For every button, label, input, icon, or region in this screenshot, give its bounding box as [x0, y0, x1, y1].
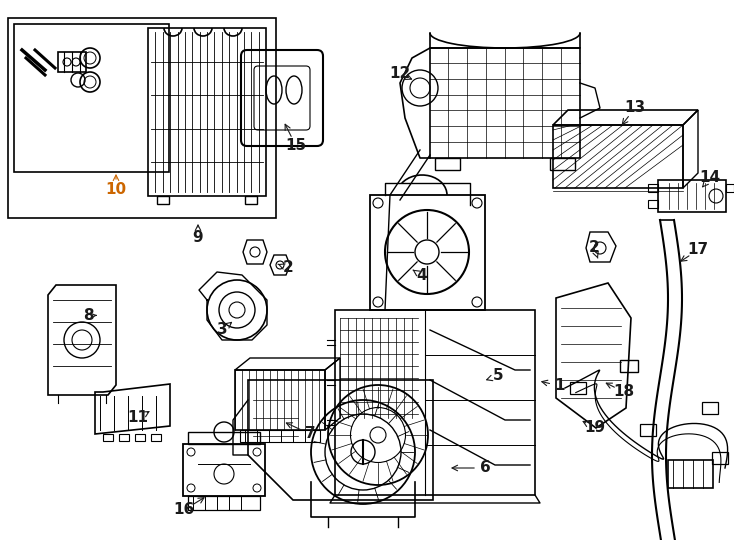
Text: 17: 17 [688, 242, 708, 258]
Bar [240, 430, 320, 442]
Bar [570, 382, 586, 394]
Bar [245, 196, 257, 204]
Bar [14, 24, 169, 172]
Text: 13: 13 [625, 100, 646, 116]
Bar [183, 444, 265, 496]
Text: 16: 16 [173, 503, 195, 517]
Text: 12: 12 [389, 66, 410, 82]
Bar [188, 496, 260, 510]
Bar [712, 452, 728, 464]
Bar [370, 195, 485, 310]
Text: 18: 18 [614, 384, 635, 400]
Text: 6: 6 [479, 461, 490, 476]
Bar [726, 184, 734, 192]
Bar [668, 460, 713, 488]
Text: 19: 19 [584, 421, 606, 435]
Text: 10: 10 [106, 183, 126, 198]
Bar [430, 48, 580, 158]
Text: 4: 4 [417, 268, 427, 284]
Text: 11: 11 [128, 410, 148, 426]
Bar [435, 158, 460, 170]
Bar [151, 434, 161, 441]
Bar [119, 434, 129, 441]
Bar [188, 432, 260, 444]
Text: 9: 9 [193, 231, 203, 246]
Bar [702, 402, 718, 414]
Bar [640, 424, 656, 436]
Bar [103, 434, 113, 441]
Bar [148, 28, 266, 196]
Bar [8, 18, 276, 218]
Text: 3: 3 [217, 322, 228, 338]
Bar [648, 200, 658, 208]
Bar [648, 184, 658, 192]
Bar [157, 196, 169, 204]
Bar [135, 434, 145, 441]
Bar [658, 180, 726, 212]
Bar [235, 370, 325, 430]
Text: 14: 14 [700, 171, 721, 186]
Text: 5: 5 [493, 368, 504, 383]
Bar [620, 360, 638, 372]
Text: 8: 8 [83, 308, 93, 323]
Text: 15: 15 [286, 138, 307, 153]
Text: 7: 7 [305, 427, 316, 442]
Text: 1: 1 [555, 379, 565, 394]
Bar [58, 52, 86, 72]
Text: 2: 2 [589, 240, 600, 255]
Bar [550, 158, 575, 170]
Text: 2: 2 [283, 260, 294, 275]
